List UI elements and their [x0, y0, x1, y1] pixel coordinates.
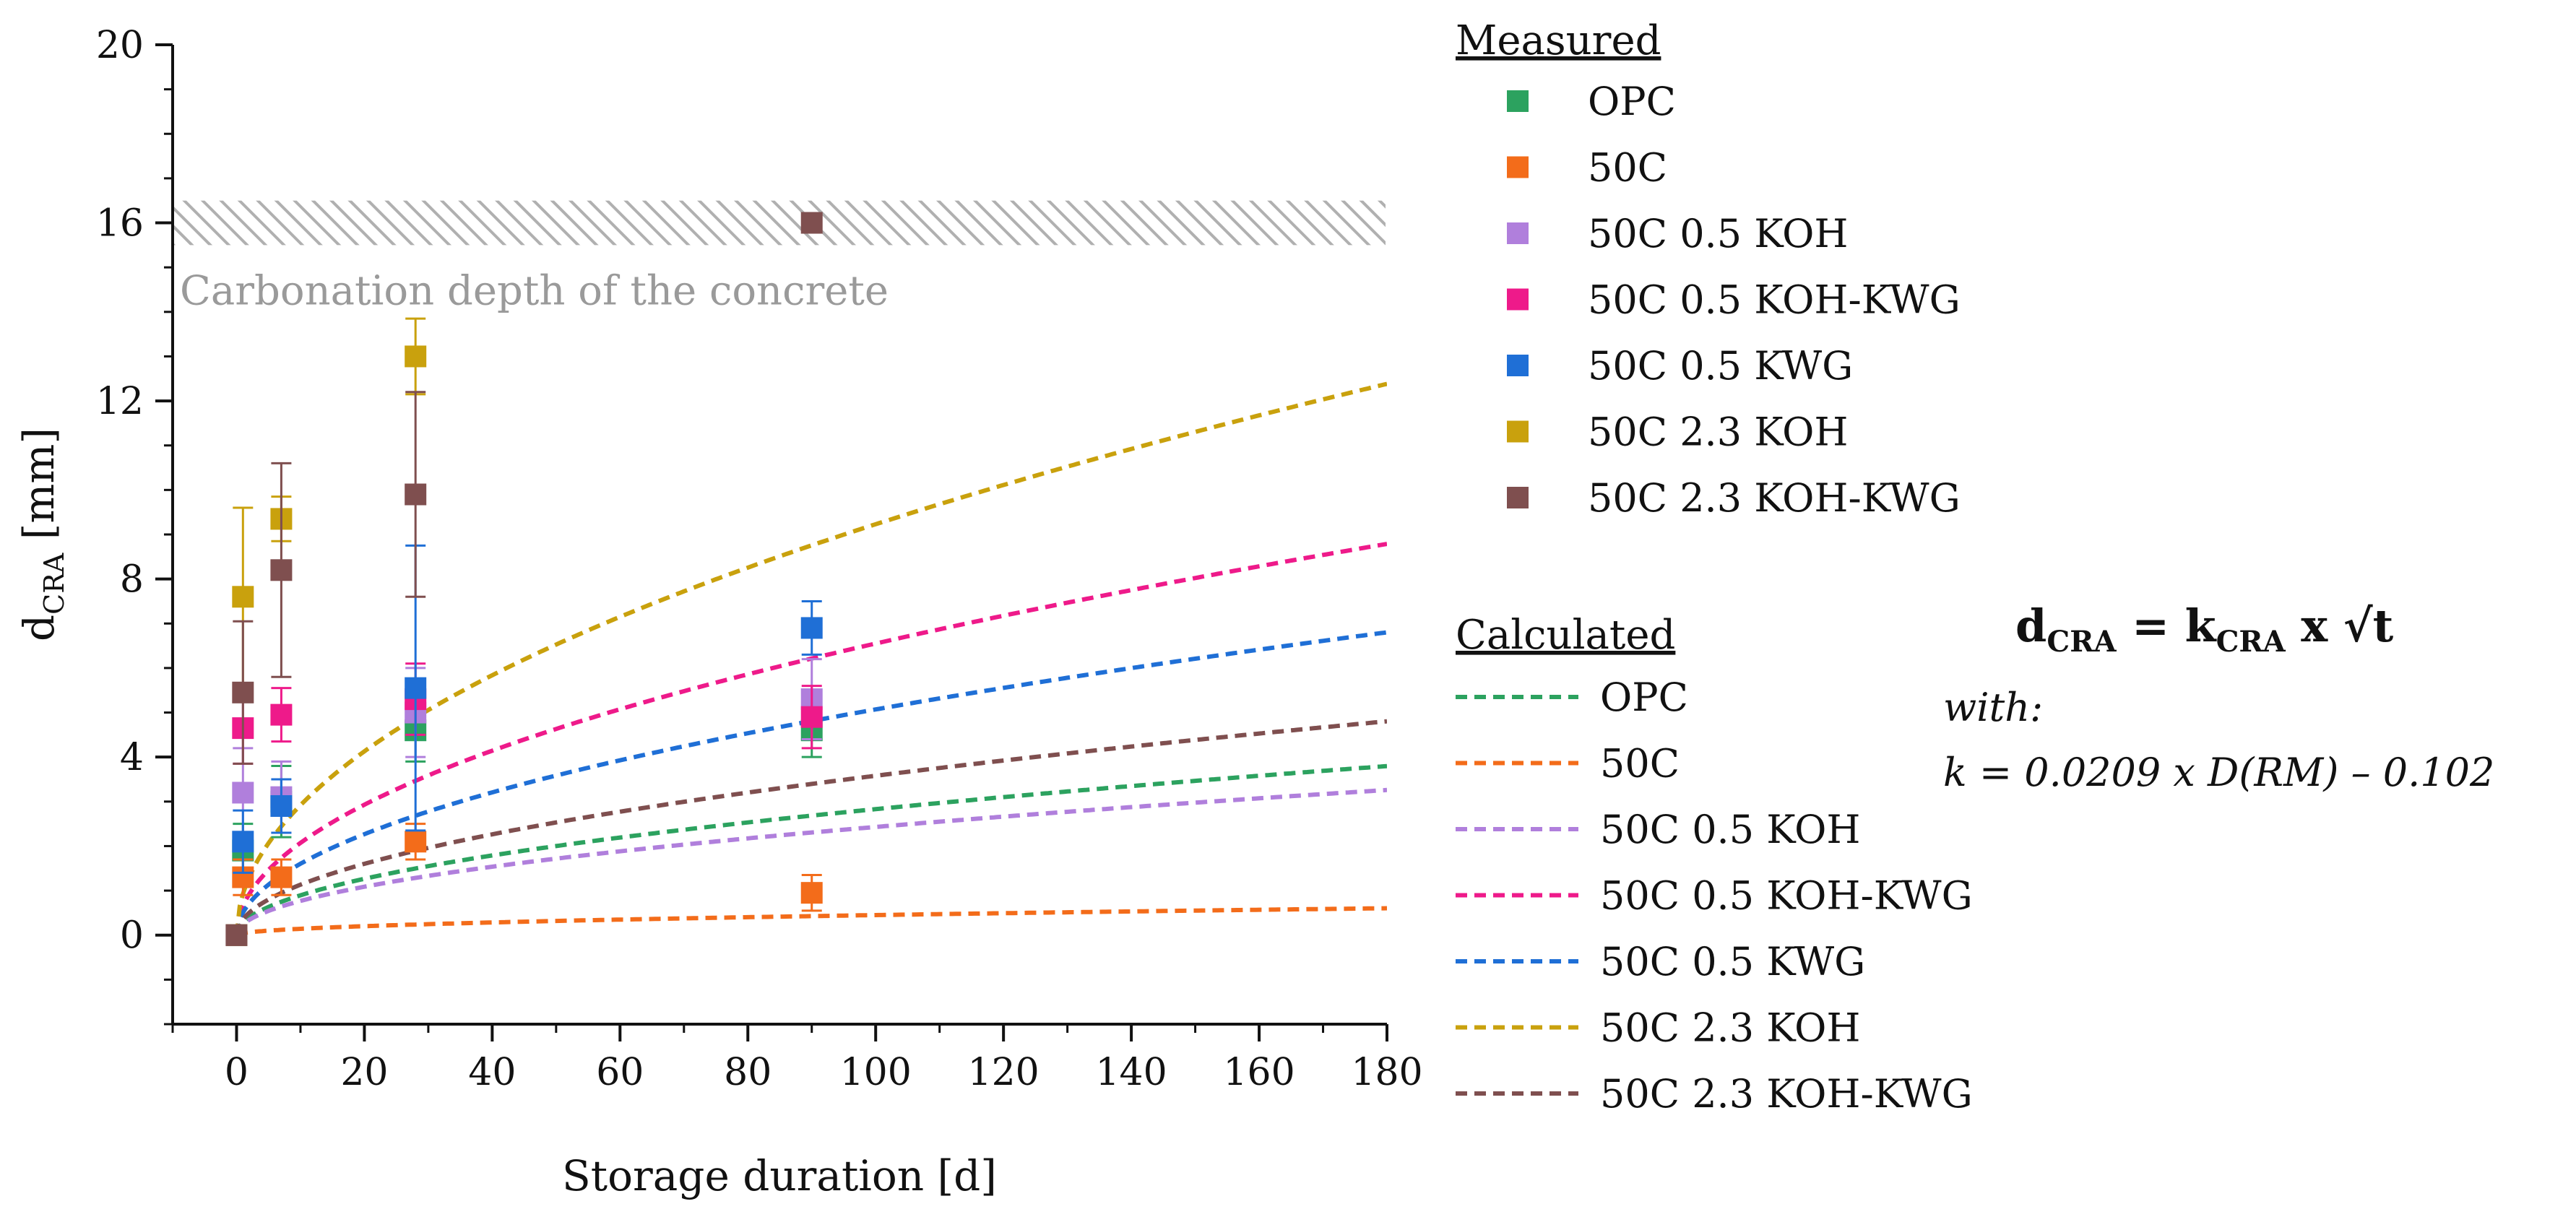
legend-calculated-label: 50C 2.3 KOH [1600, 1005, 1861, 1051]
x-axis-title: Storage duration [d] [562, 1151, 997, 1200]
x-tick-label: 40 [468, 1051, 516, 1094]
y-tick-label: 12 [96, 380, 144, 423]
measured-points [225, 212, 823, 946]
y-tick-label: 4 [120, 736, 144, 779]
carbonation-band-label: Carbonation depth of the concrete [180, 267, 889, 314]
y-axis-title-main: d [14, 615, 64, 641]
legend-measured-marker [1507, 222, 1529, 244]
legend-measured: Measured OPC 50C 50C 0.5 KOH 50C 0.5 KOH-KW… [1456, 17, 1961, 521]
data-point [800, 212, 823, 234]
legend-calculated-label: 50C 0.5 KOH-KWG [1600, 873, 1973, 919]
calculated-curve [235, 906, 1387, 937]
data-point [270, 703, 293, 726]
y-axis-title: dCRA [mm] [14, 428, 70, 641]
data-point [232, 586, 254, 608]
calculated-curve [234, 787, 1387, 936]
calculated-curve [234, 630, 1387, 936]
formula-with: with: [1943, 685, 2043, 730]
legend-calculated-label: 50C [1600, 741, 1680, 787]
data-point [800, 882, 823, 904]
data-point [232, 681, 254, 703]
formula-main: dCRA = kCRA x √t [2015, 599, 2394, 659]
data-point [270, 559, 293, 581]
x-tick-label: 120 [968, 1051, 1040, 1094]
x-tick-label: 140 [1095, 1051, 1167, 1094]
legend-measured-marker [1507, 288, 1529, 311]
legend-measured-marker [1507, 420, 1529, 443]
carbonation-band: Carbonation depth of the concrete [174, 200, 1386, 314]
data-point [405, 831, 427, 853]
formula-k: k = 0.0209 x D(RM) – 0.102 [1943, 750, 2494, 795]
legend-measured-marker [1507, 355, 1529, 376]
x-tick-label: 60 [596, 1051, 644, 1094]
legend-measured-label: 50C 2.3 KOH-KWG [1588, 475, 1961, 521]
carbonation-band-hatch [174, 200, 1386, 246]
x-tick-label: 80 [724, 1051, 771, 1094]
y-tick-label: 8 [120, 558, 144, 602]
x-tick-label: 160 [1223, 1051, 1295, 1094]
data-point [405, 483, 427, 506]
legend-calculated-label: 50C 2.3 KOH-KWG [1600, 1071, 1973, 1117]
legend-measured-label: 50C 0.5 KOH-KWG [1588, 277, 1961, 323]
y-tick-label: 16 [96, 202, 144, 246]
legend-measured-marker [1507, 156, 1529, 178]
calculated-curve [234, 763, 1387, 936]
data-point [232, 831, 254, 853]
y-tick-label: 20 [96, 24, 144, 67]
legend-measured-title: Measured [1456, 17, 1661, 64]
legend-measured-label: OPC [1588, 79, 1676, 124]
legend-calculated-label: 50C 0.5 KOH [1600, 807, 1861, 852]
x-tick-label: 180 [1351, 1051, 1422, 1094]
legend-calculated-label: 50C 0.5 KWG [1600, 939, 1865, 984]
legend-measured-marker [1507, 487, 1529, 508]
legend-calculated-label: OPC [1600, 675, 1688, 720]
formula: dCRA = kCRA x √t with: k = 0.0209 x D(RM… [1943, 599, 2494, 795]
data-point [800, 617, 823, 639]
data-point [800, 706, 823, 728]
legend-measured-marker [1507, 90, 1529, 112]
axes: 0 4 8 12 16 20 0 20 40 60 80 100 120 140 160 180 [96, 24, 1423, 1094]
data-point [232, 781, 254, 804]
legend-measured-label: 50C 0.5 KWG [1588, 343, 1853, 389]
x-tick-label: 20 [340, 1051, 388, 1094]
x-tick-label: 100 [840, 1051, 912, 1094]
x-tick-label: 0 [225, 1051, 248, 1094]
legend-measured-label: 50C 0.5 KOH [1588, 211, 1849, 256]
data-point [405, 345, 427, 368]
legend-measured-label: 50C [1588, 145, 1667, 191]
data-point [405, 677, 427, 699]
y-axis-title-unit: [mm] [14, 428, 64, 553]
calculated-curve [234, 381, 1387, 936]
legend-measured-label: 50C 2.3 KOH [1588, 410, 1849, 455]
data-point [270, 866, 293, 888]
y-tick-label: 0 [120, 914, 144, 958]
data-point [270, 794, 293, 817]
calculated-curve [234, 719, 1387, 936]
legend-calculated: Calculated OPC 50C 50C 0.5 KOH 50C 0.5 KOH-… [1456, 612, 1973, 1117]
data-point [225, 924, 248, 946]
y-axis-title-sub: CRA [38, 553, 70, 615]
legend-calculated-title: Calculated [1456, 612, 1675, 659]
